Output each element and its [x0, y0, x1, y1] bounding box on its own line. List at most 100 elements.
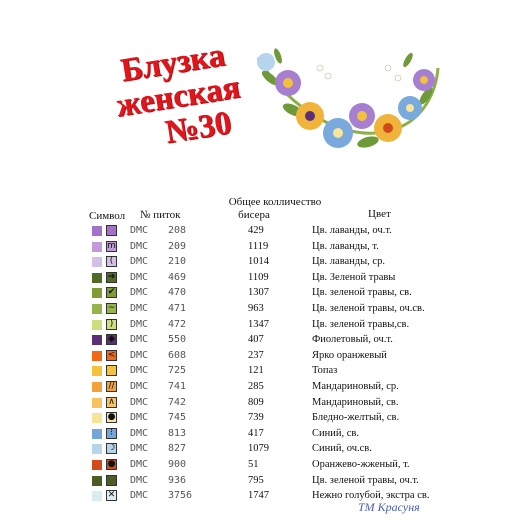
thread-row: ✕ DMC 3756 1747 Нежно голубой, экстра св.: [92, 489, 522, 505]
brand-label: DMC: [130, 458, 149, 470]
symbol-icon: ⁝: [106, 427, 117, 439]
thread-number: 469: [168, 271, 187, 283]
thread-row: ➔ DMC 469 1109 Цв. Зеленой травы: [92, 271, 522, 287]
color-swatch: [92, 381, 102, 392]
color-name: Синий, св.: [312, 427, 359, 439]
thread-number: 208: [168, 225, 187, 236]
brand-label: DMC: [130, 412, 149, 424]
thread-number: 742: [168, 396, 187, 408]
thread-list: DMC 208 429 Цв. лаванды, оч.т. m DMC 209 1119 Цв…: [92, 224, 522, 505]
color-swatch: [92, 366, 102, 377]
color-name: Цв. зеленой травы, оч.св.: [312, 302, 425, 314]
color-name: Цв. лаванды, ср.: [312, 256, 385, 268]
color-swatch: [92, 303, 102, 314]
color-swatch: [92, 491, 102, 502]
thread-row: ✔ DMC 470 1307 Цв. зеленой травы, св.: [92, 286, 522, 302]
thread-row: ) DMC 472 1347 Цв. зеленой травы,св.: [92, 318, 522, 334]
color-name: Нежно голубой, экстра св.: [312, 490, 430, 502]
color-swatch: [92, 319, 102, 330]
bead-count: 51: [248, 458, 259, 470]
bead-count: 1109: [248, 271, 269, 283]
total-header-line-2: бисера: [238, 209, 270, 221]
bead-count: 739: [248, 412, 264, 424]
thread-number: 741: [168, 380, 187, 392]
thread-number: 209: [168, 240, 187, 252]
bead-count: 407: [248, 334, 264, 346]
symbol-icon: ✕: [106, 490, 117, 502]
color-swatch: [92, 397, 102, 408]
brand-label: DMC: [130, 380, 149, 392]
thread-number: 608: [168, 349, 187, 361]
color-name: Цв. лаванды, оч.т.: [312, 225, 392, 236]
brand-label: DMC: [130, 225, 149, 236]
thread-row: m DMC 209 1119 Цв. лаванды, т.: [92, 240, 522, 256]
bead-count: 237: [248, 349, 264, 361]
color-name: Цв. зеленой травы,св.: [312, 318, 410, 330]
thread-row: ◆ DMC 550 407 Фиолетовый, оч.т.: [92, 333, 522, 349]
color-name: Ярко оранжевый: [312, 349, 387, 361]
symbol-icon: //: [106, 380, 117, 392]
color-name: Оранжево-жженый, т.: [312, 458, 410, 470]
color-swatch: [92, 226, 102, 236]
symbol-icon: ●: [106, 412, 117, 424]
thread-row: ~ DMC 471 963 Цв. зеленой травы, оч.св.: [92, 302, 522, 318]
thread-number: 3756: [168, 490, 193, 502]
color-name: Мандариновый, ср.: [312, 380, 399, 392]
brand-label: DMC: [130, 443, 149, 455]
brand-label: DMC: [130, 271, 149, 283]
brand-label: DMC: [130, 240, 149, 252]
brand-label: DMC: [130, 427, 149, 439]
thread-row: ● DMC 900 51 Оранжево-жженый, т.: [92, 458, 522, 474]
thread-row: ☽ DMC 827 1079 Синий, оч.св.: [92, 442, 522, 458]
thread-row: ∧ DMC 742 809 Мандариновый, св.: [92, 396, 522, 412]
chart-title: Блузка женская №30: [96, 35, 260, 159]
symbol-icon: ●: [106, 458, 117, 470]
bead-count: 1079: [248, 443, 269, 455]
bead-count: 417: [248, 427, 264, 439]
symbol-icon: ◆: [106, 334, 117, 346]
thread-row: // DMC 741 285 Мандариновый, ср.: [92, 380, 522, 396]
brand-label: DMC: [130, 302, 149, 314]
brand-label: DMC: [130, 256, 149, 268]
color-swatch: [92, 288, 102, 299]
thread-row: ● DMC 745 739 Бледно-желтый, св.: [92, 411, 522, 427]
color-name: Бледно-желтый, св.: [312, 412, 400, 424]
thread-number: 472: [168, 318, 187, 330]
thread-number: 725: [168, 365, 187, 377]
total-column-header: Общее колличество бисера: [215, 196, 335, 222]
color-swatch: [92, 241, 102, 252]
symbol-icon: ☽: [106, 443, 117, 455]
thread-number: 936: [168, 474, 187, 486]
symbol-icon: ∧: [106, 396, 117, 408]
bead-count: 795: [248, 474, 264, 486]
bead-count: 809: [248, 396, 264, 408]
bead-count: 429: [248, 225, 264, 236]
skeins-column-header: № питок: [140, 209, 181, 221]
symbol-icon: ~: [106, 302, 117, 314]
total-header-line-1: Общее колличество: [228, 196, 322, 208]
thread-number: 827: [168, 443, 187, 455]
color-name: Цв. зеленой травы, оч.т.: [312, 474, 419, 486]
color-name: Цв. зеленой травы, св.: [312, 287, 412, 299]
symbol-icon: ✔: [106, 287, 117, 299]
bead-count: 285: [248, 380, 264, 392]
brand-signature: ТМ Красуня: [358, 500, 420, 514]
symbol-icon: m: [106, 240, 117, 252]
bead-count: 1014: [248, 256, 269, 268]
color-name: Синий, оч.св.: [312, 443, 372, 455]
thread-row: DMC 208 429 Цв. лаванды, оч.т.: [92, 224, 522, 240]
brand-label: DMC: [130, 349, 149, 361]
bead-count: 1307: [248, 287, 269, 299]
color-swatch: [92, 413, 102, 424]
color-name: Мандариновый, св.: [312, 396, 399, 408]
thread-number: 745: [168, 412, 187, 424]
thread-row: DMC 936 795 Цв. зеленой травы, оч.т.: [92, 474, 522, 490]
thread-row: (DMC 210 1014 Цв. лаванды, ср.: [92, 255, 522, 271]
brand-label: DMC: [130, 287, 149, 299]
color-name: Цв. лаванды, т.: [312, 240, 379, 252]
color-swatch: [92, 272, 102, 283]
bead-count: 1347: [248, 318, 269, 330]
brand-label: DMC: [130, 365, 149, 377]
symbol-icon: [106, 365, 117, 377]
brand-label: DMC: [130, 334, 149, 346]
